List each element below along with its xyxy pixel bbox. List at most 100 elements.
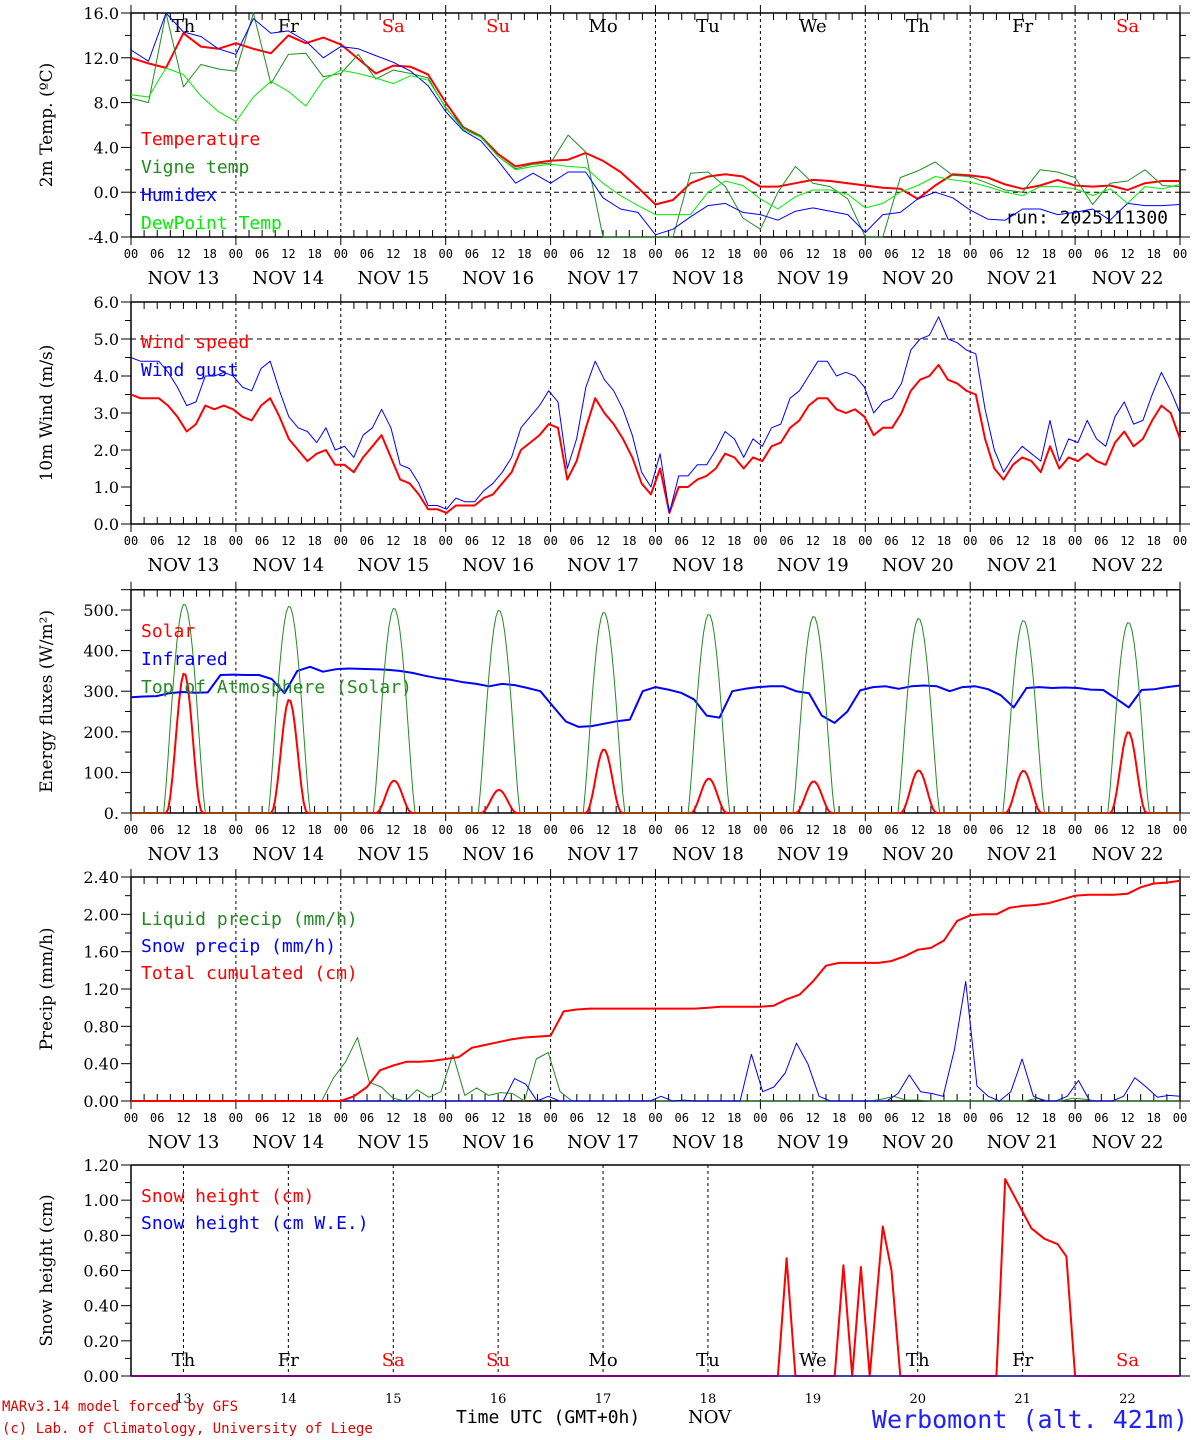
x-hour-label: 12 (386, 247, 400, 261)
x-hour-label: 18 (727, 823, 741, 837)
y-tick-label: 0.20 (83, 1332, 119, 1351)
x-hour-label: 00 (963, 534, 977, 548)
x-hour-label: 18 (1147, 823, 1161, 837)
day-name-label: Su (486, 1350, 510, 1371)
day-name-label: Mo (588, 16, 617, 37)
x-hour-label: 18 (202, 823, 216, 837)
x-hour-label: 06 (465, 1111, 479, 1125)
legend-entry: Solar (141, 621, 195, 642)
y-tick-label: 1.00 (83, 1191, 119, 1210)
x-hour-label: 06 (360, 823, 374, 837)
y-tick-label: 2.40 (83, 868, 119, 887)
x-hour-label: 06 (1094, 247, 1108, 261)
x-hour-label: 18 (412, 823, 426, 837)
x-hour-label: 06 (779, 1111, 793, 1125)
x-hour-label: 18 (307, 247, 321, 261)
x-hour-label: 12 (701, 534, 715, 548)
x-hour-label: 12 (596, 823, 610, 837)
x-hour-label: 06 (674, 1111, 688, 1125)
y-tick-label: 0.60 (83, 1262, 119, 1281)
x-hour-label: 18 (202, 247, 216, 261)
x-hour-label: 06 (884, 534, 898, 548)
x-hour-label: 00 (858, 1111, 872, 1125)
x-hour-label: 12 (701, 1111, 715, 1125)
x-hour-label: 12 (701, 247, 715, 261)
day-name-label: Fr (1012, 1350, 1033, 1371)
y-tick-label: 0.40 (83, 1297, 119, 1316)
x-hour-label: 06 (1094, 534, 1108, 548)
y-tick-label: 500. (83, 601, 119, 620)
day-name-label: Tu (696, 16, 720, 37)
x-hour-label: 06 (674, 247, 688, 261)
legend-entry: Temperature (141, 129, 260, 150)
x-hour-label: 06 (989, 247, 1003, 261)
series-line-total-cumulated-cm- (131, 879, 1181, 1102)
day-name-label: We (799, 1350, 827, 1371)
x-hour-label: 12 (1015, 1111, 1029, 1125)
day-name-label: Sa (1116, 16, 1139, 37)
x-hour-label: 06 (150, 1111, 164, 1125)
y-tick-label: 0.00 (83, 1092, 119, 1111)
x-date-label: NOV 13 (148, 555, 220, 576)
x-hour-label: 18 (517, 534, 531, 548)
day-name-label: Sa (1116, 1350, 1139, 1371)
y-tick-label: 1.0 (94, 478, 119, 497)
x-hour-label: 18 (622, 534, 636, 548)
x-hour-label: 18 (937, 823, 951, 837)
day-name-label: Fr (278, 16, 299, 37)
y-axis-label: 10m Wind (m/s) (37, 345, 57, 482)
x-hour-label: 00 (858, 247, 872, 261)
x-hour-label: 12 (806, 247, 820, 261)
x-hour-label: 18 (727, 534, 741, 548)
y-tick-label: 0.00 (83, 1367, 119, 1386)
series-line-wind-speed (130, 363, 1181, 514)
x-hour-label: 18 (832, 823, 846, 837)
x-hour-label: 00 (1173, 823, 1187, 837)
x-hour-label: 18 (1147, 247, 1161, 261)
x-hour-label: 06 (570, 247, 584, 261)
x-hour-label: 18 (412, 1111, 426, 1125)
x-date-label: NOV 19 (777, 1132, 849, 1153)
y-tick-label: 8.0 (94, 94, 119, 113)
x-hour-label: 12 (596, 1111, 610, 1125)
x-date-label: NOV 18 (672, 555, 744, 576)
x-hour-label: 00 (753, 823, 767, 837)
x-hour-label: 06 (150, 534, 164, 548)
x-hour-label: 12 (176, 823, 190, 837)
x-date-label: NOV 15 (357, 1132, 429, 1153)
y-tick-label: 2.0 (94, 441, 119, 460)
x-date-label: NOV 16 (462, 1132, 534, 1153)
x-hour-label: 18 (202, 534, 216, 548)
x-hour-label: 06 (570, 534, 584, 548)
x-hour-label: 12 (1015, 534, 1029, 548)
x-date-label: NOV 22 (1092, 844, 1164, 865)
y-tick-label: 16.0 (83, 4, 119, 23)
x-hour-label: 12 (491, 247, 505, 261)
x-hour-label: 12 (596, 534, 610, 548)
run-label: run: 2025111300 (1005, 208, 1168, 229)
y-tick-label: 0.40 (83, 1055, 119, 1074)
x-date-label: NOV 18 (672, 844, 744, 865)
x-date-label: NOV 14 (252, 1132, 324, 1153)
x-date-label: NOV 15 (357, 844, 429, 865)
x-hour-label: 06 (465, 823, 479, 837)
x-hour-label: 06 (1094, 1111, 1108, 1125)
x-hour-label: 00 (334, 247, 348, 261)
x-hour-label: 06 (570, 1111, 584, 1125)
x-hour-label: 18 (1042, 1111, 1056, 1125)
y-axis-label: Energy fluxes (W/m²) (37, 610, 57, 793)
x-hour-label: 12 (911, 247, 925, 261)
legend-entry: Humidex (141, 185, 217, 206)
x-hour-label: 00 (753, 534, 767, 548)
x-hour-label: 18 (832, 247, 846, 261)
x-date-label: NOV 18 (672, 1132, 744, 1153)
x-hour-label: 18 (622, 1111, 636, 1125)
x-date-label: NOV 15 (357, 268, 429, 289)
x-hour-label: 12 (806, 1111, 820, 1125)
x-hour-label: 06 (360, 534, 374, 548)
x-hour-label: 18 (937, 534, 951, 548)
x-date-label: NOV 21 (987, 844, 1059, 865)
day-name-label: Fr (278, 1350, 299, 1371)
y-tick-label: 2.00 (83, 905, 119, 924)
